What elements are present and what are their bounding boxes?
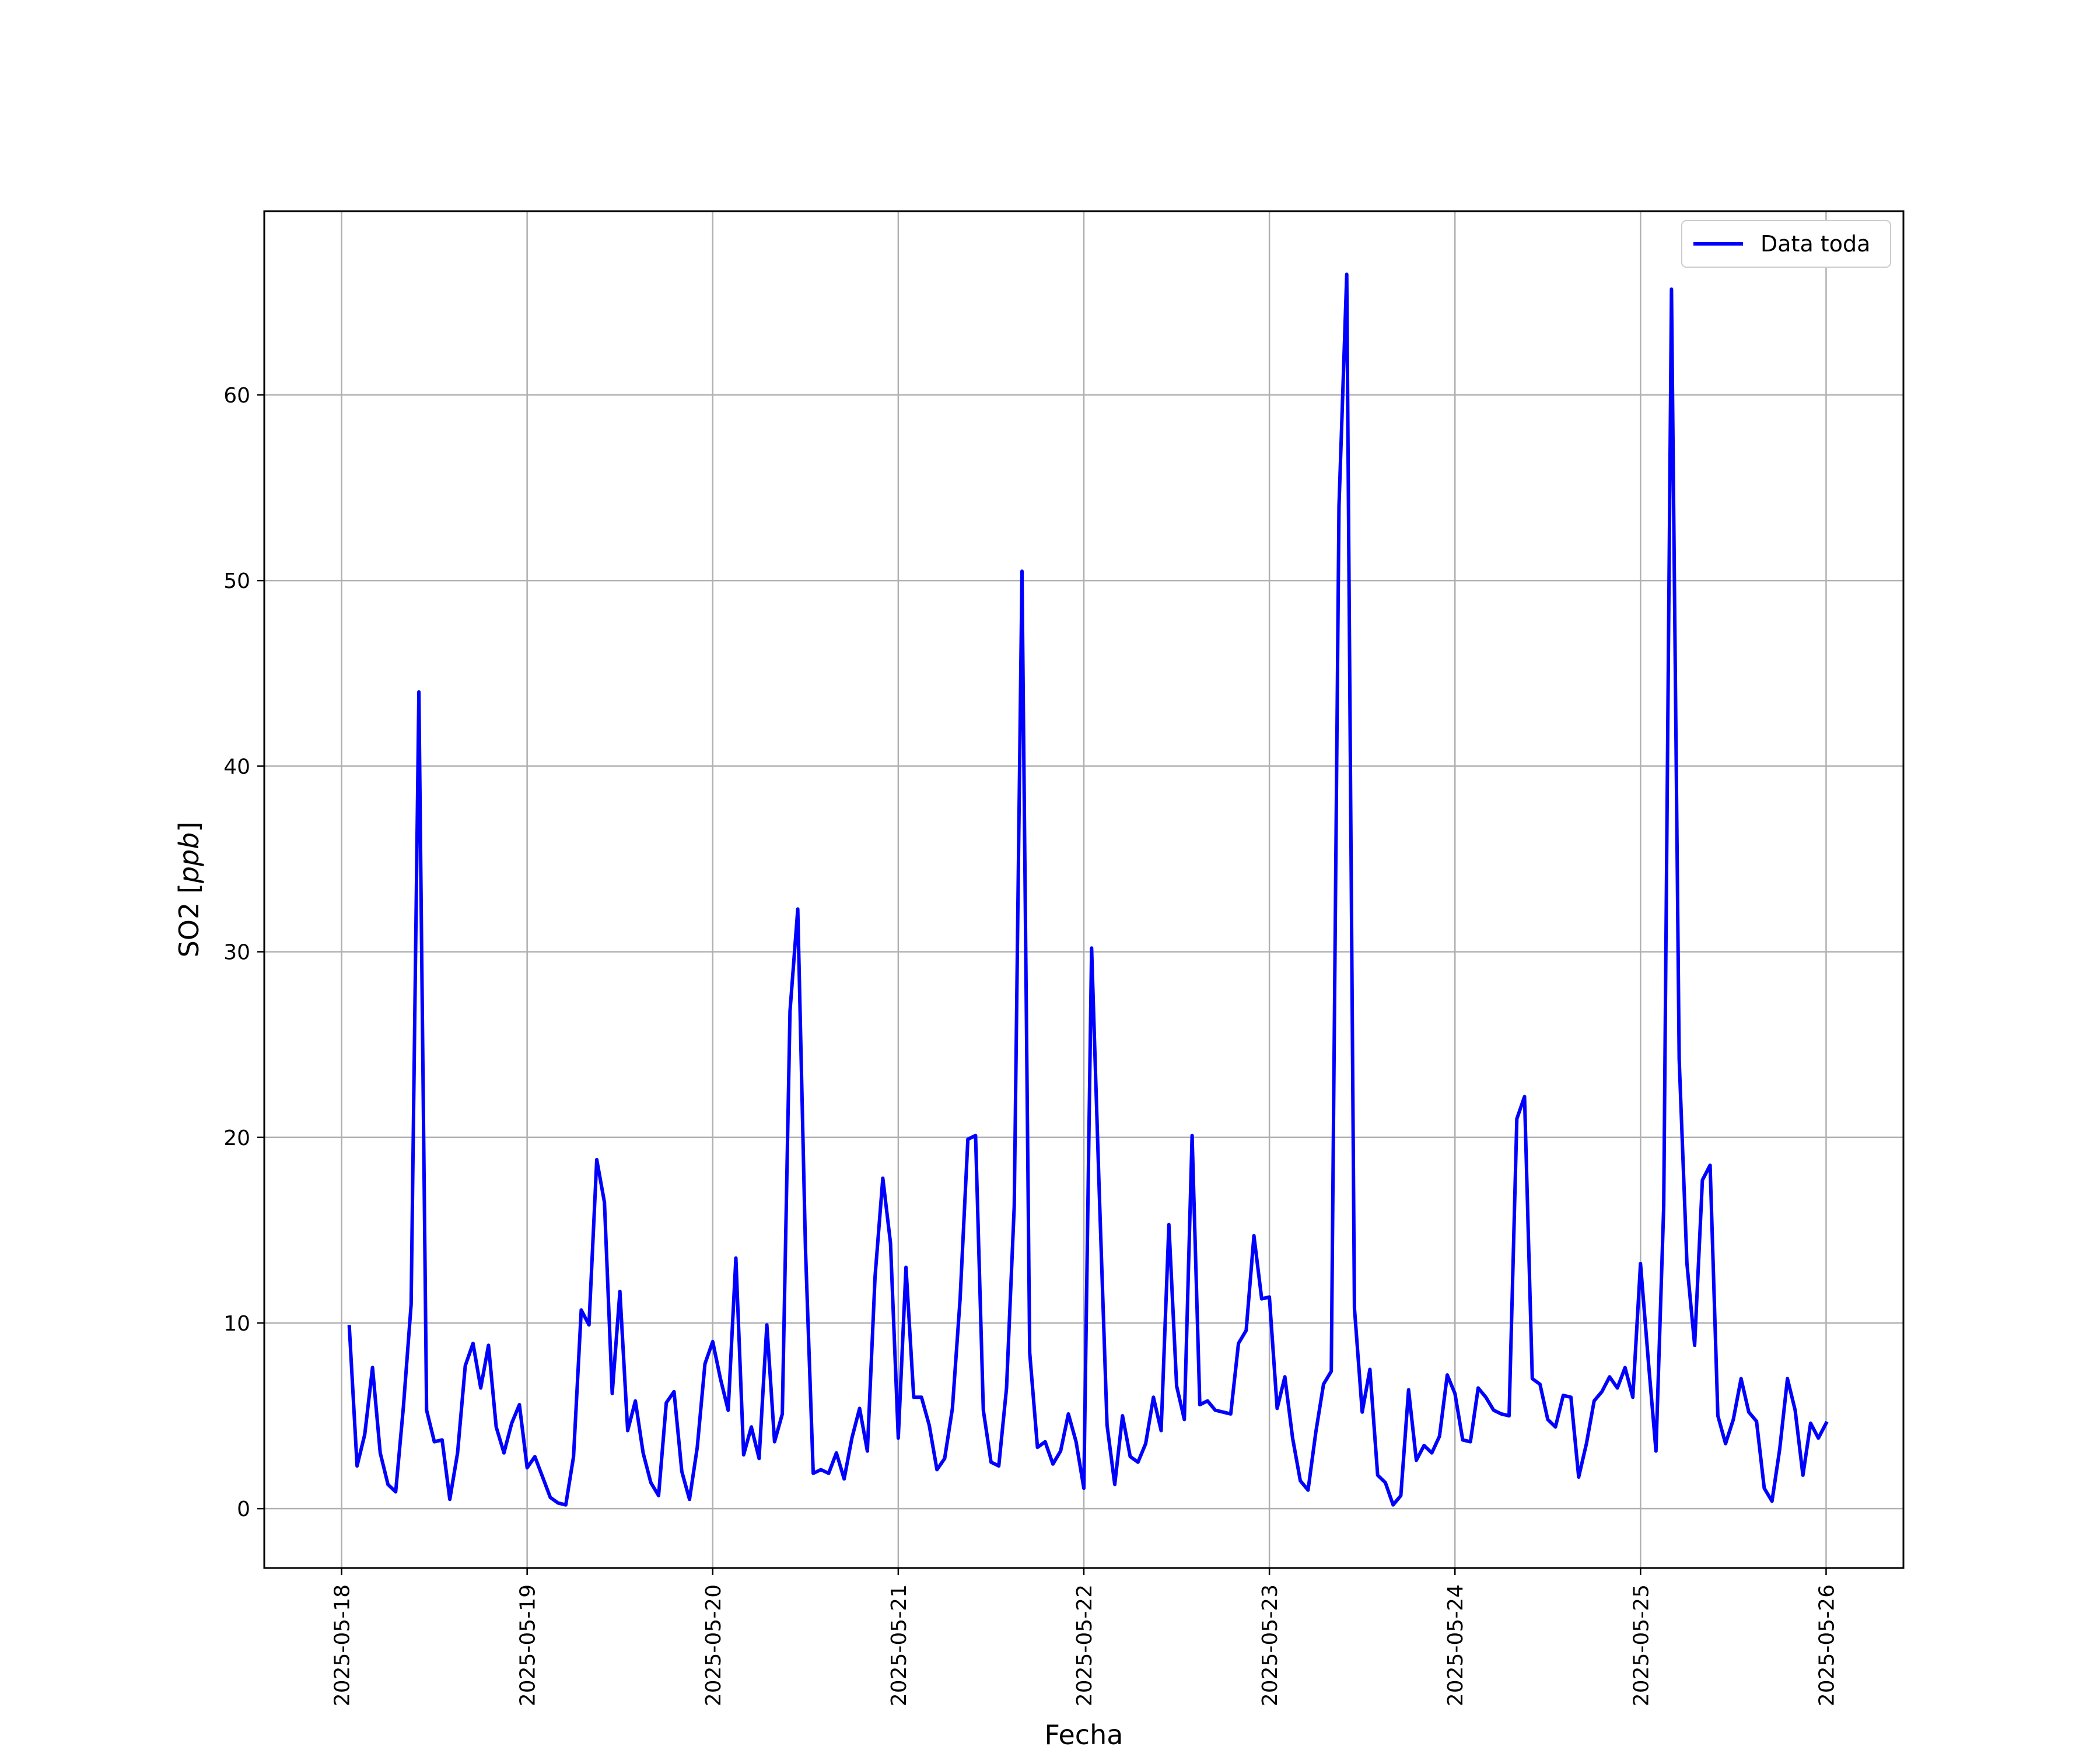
y-axis-title-unit: ppb [173,832,205,884]
y-axis-title-prefix: SO2 [ [173,883,205,957]
x-tick-label: 2025-05-25 [1629,1584,1653,1706]
x-tick-label: 2025-05-24 [1444,1584,1468,1706]
y-tick-label: 60 [223,384,250,408]
y-tick-label: 50 [223,569,250,593]
x-tick-label: 2025-05-18 [331,1584,355,1706]
y-tick-label: 10 [223,1312,250,1336]
y-axis: 0 10 20 30 40 50 60 [223,384,264,1521]
x-axis: 2025-05-18 2025-05-19 2025-05-20 2025-05-21… [331,1568,1839,1706]
x-tick-label: 2025-05-20 [702,1584,726,1706]
y-tick-label: 0 [237,1497,250,1521]
x-axis-title: Fecha [1045,1719,1124,1750]
y-tick-label: 20 [223,1126,250,1150]
y-tick-label: 30 [223,941,250,965]
legend: Data toda [1681,220,1891,268]
y-axis-title-suffix: ] [173,822,205,832]
series-line-0 [347,272,1829,1507]
series-group [347,272,1829,1507]
grid [264,211,1903,1568]
y-axis-title: SO2 [ppb] [173,822,205,958]
legend-label: Data toda [1760,231,1870,257]
x-tick-label: 2025-05-19 [516,1584,540,1706]
x-tick-label: 2025-05-22 [1073,1584,1097,1706]
legend-box [1681,220,1891,268]
x-tick-label: 2025-05-26 [1815,1584,1839,1706]
x-tick-label: 2025-05-21 [887,1584,911,1706]
y-tick-label: 40 [223,755,250,779]
x-tick-label: 2025-05-23 [1258,1584,1282,1706]
